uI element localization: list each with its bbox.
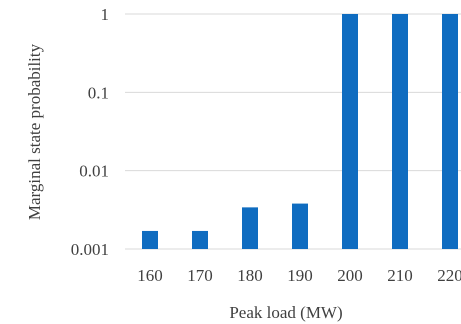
bar-210 [392, 14, 408, 249]
bars [142, 14, 458, 249]
y-tick-label: 0.001 [71, 240, 109, 259]
y-axis-title: Marginal state probability [25, 43, 44, 220]
bar-160 [142, 230, 158, 249]
x-tick-label: 180 [237, 266, 263, 285]
x-tick-label: 200 [337, 266, 363, 285]
bar-170 [192, 230, 208, 249]
y-tick-labels: 0.001 0.01 0.1 1 [71, 5, 109, 259]
x-tick-label: 160 [137, 266, 163, 285]
x-tick-label: 190 [287, 266, 313, 285]
bar-200 [342, 14, 358, 249]
y-tick-label: 1 [101, 5, 110, 24]
bar-220 [442, 14, 458, 249]
x-tick-label: 170 [187, 266, 213, 285]
bar-180 [242, 207, 258, 249]
y-tick-label: 0.1 [88, 83, 109, 102]
x-tick-labels: 160 170 180 190 200 210 220 [137, 266, 461, 285]
x-tick-label: 210 [387, 266, 413, 285]
x-axis-title: Peak load (MW) [229, 303, 342, 322]
bar-190 [292, 203, 308, 249]
y-tick-label: 0.01 [79, 162, 109, 181]
x-tick-label: 220 [437, 266, 461, 285]
